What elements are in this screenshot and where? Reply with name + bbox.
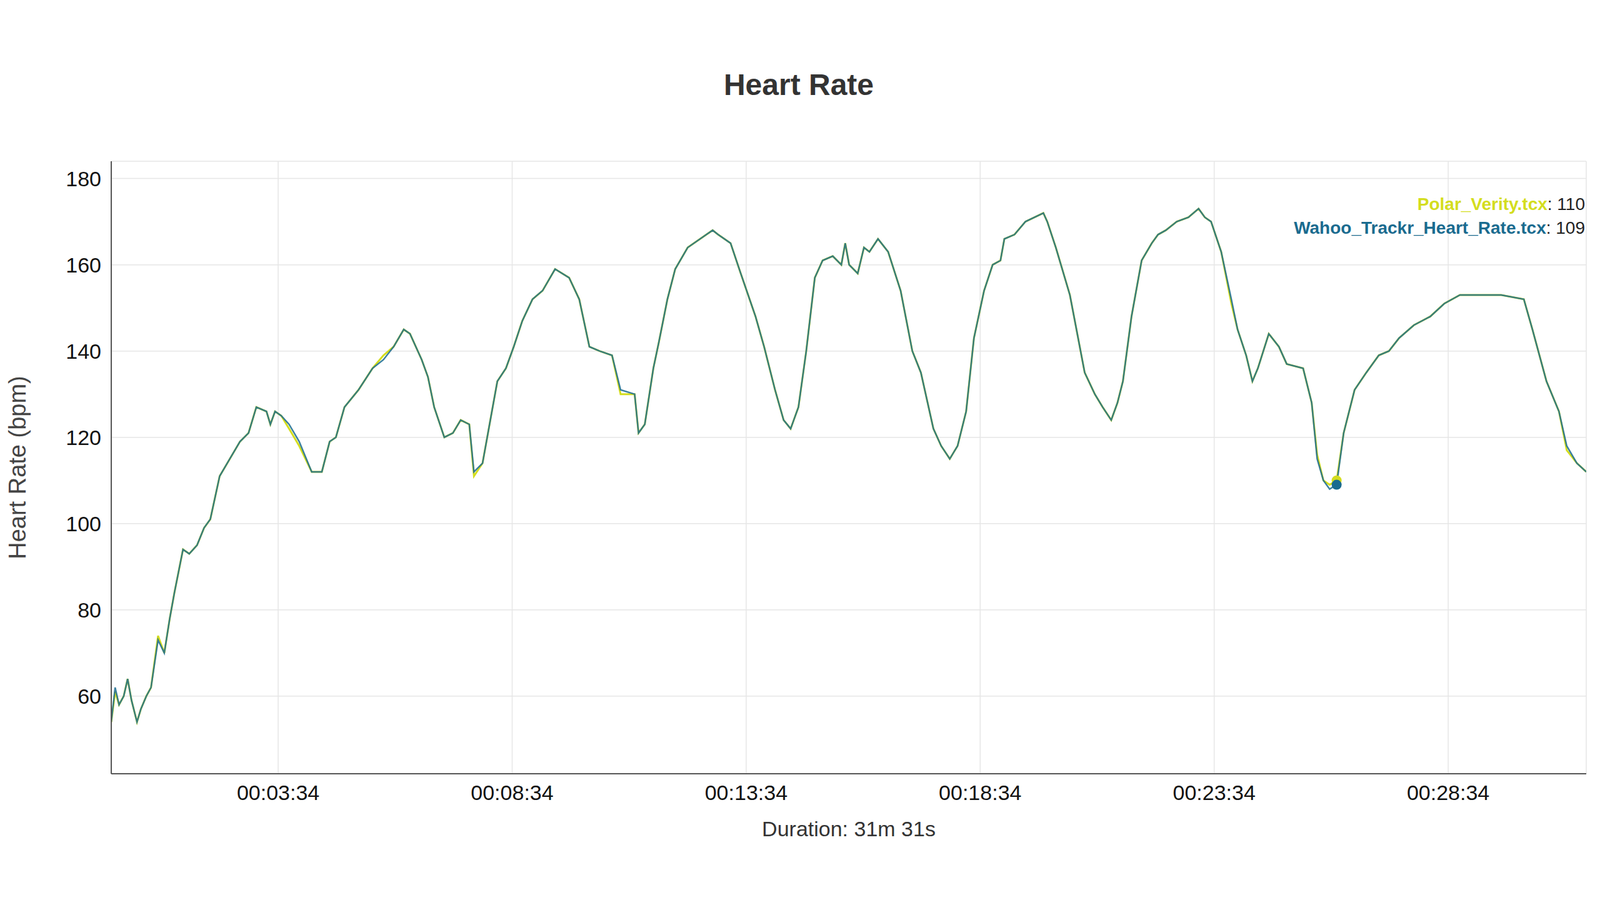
svg-text:00:23:34: 00:23:34 [1173, 780, 1256, 805]
svg-text:60: 60 [77, 684, 102, 709]
svg-text:00:03:34: 00:03:34 [236, 780, 320, 805]
svg-text:00:13:34: 00:13:34 [705, 780, 788, 805]
svg-text:120: 120 [65, 425, 102, 450]
svg-text:Duration: 31m 31s: Duration: 31m 31s [761, 816, 936, 841]
svg-text:00:18:34: 00:18:34 [938, 780, 1022, 805]
html-text:Polar_Verity.tcx: 110: Polar_Verity.tcx: 110 [1417, 194, 1585, 214]
svg-text:180: 180 [65, 166, 102, 191]
svg-text:00:08:34: 00:08:34 [470, 780, 554, 805]
svg-text:160: 160 [65, 253, 102, 277]
svg-text:00:28:34: 00:28:34 [1406, 780, 1490, 805]
svg-text:100: 100 [65, 511, 102, 536]
html-text:Wahoo_Trackr_Heart_Rate.tcx: 1: Wahoo_Trackr_Heart_Rate.tcx: 109 [1293, 218, 1585, 238]
svg-text:80: 80 [77, 598, 102, 622]
svg-text:Heart Rate (bpm): Heart Rate (bpm) [5, 375, 31, 560]
svg-text:140: 140 [65, 339, 102, 364]
html-text:Heart Rate: Heart Rate [723, 68, 874, 102]
